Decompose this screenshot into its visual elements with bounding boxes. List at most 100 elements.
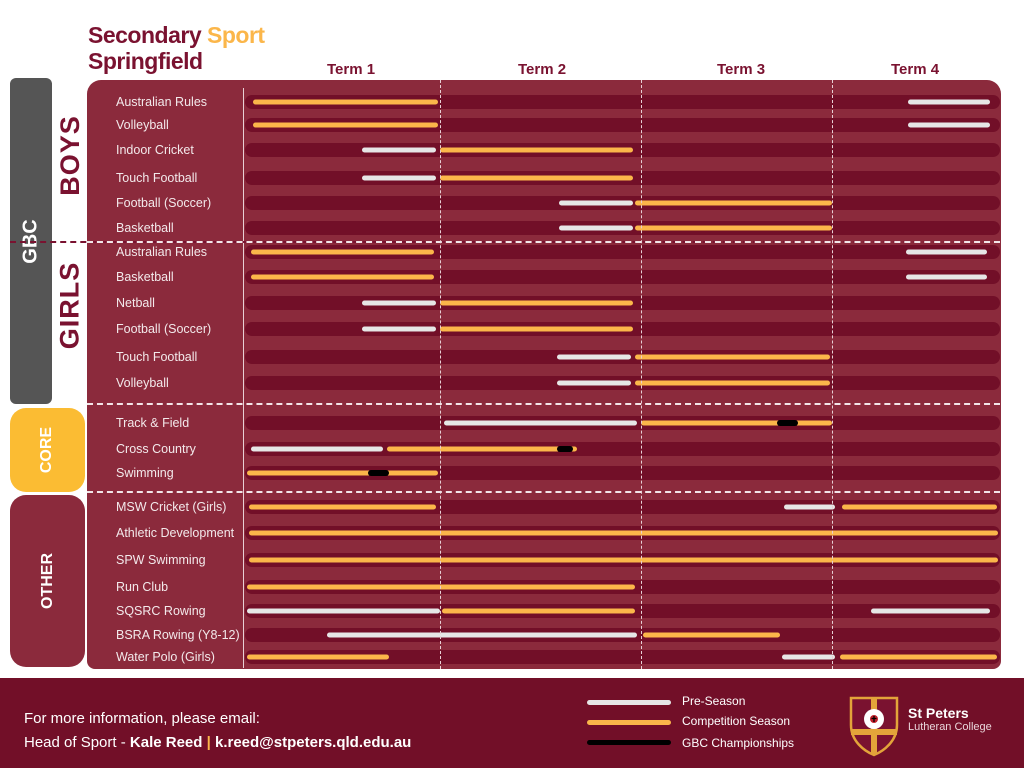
championships-bar [776, 420, 798, 426]
competition-bar [641, 420, 832, 426]
row-track [245, 500, 1000, 514]
row-label: Basketball [116, 270, 174, 284]
row-track [245, 650, 1000, 664]
pre-bar [870, 608, 990, 614]
competition-bar [250, 249, 435, 255]
championships-bar [556, 446, 573, 452]
row-label: Netball [116, 296, 155, 310]
section-separator [87, 403, 1000, 405]
term-3-label: Term 3 [716, 61, 766, 78]
competition-bar [840, 654, 997, 660]
competition-bar [248, 504, 437, 510]
competition-bar [248, 557, 999, 563]
row-track [245, 466, 1000, 480]
pre-bar [362, 175, 437, 181]
label-divider [243, 88, 244, 668]
term-divider [641, 80, 642, 669]
legend-label: Competition Season [682, 714, 791, 728]
pre-bar [556, 354, 631, 360]
pre-bar [246, 608, 440, 614]
competition-bar [440, 147, 633, 153]
competition-bar [252, 122, 439, 128]
row-label: Athletic Development [116, 526, 235, 540]
legend-label: GBC Championships [682, 736, 795, 750]
row-label: Football (Soccer) [116, 196, 212, 210]
competition-bar [642, 632, 781, 638]
row-label: BSRA Rowing (Y8-12) [116, 628, 240, 642]
competition-bar [634, 354, 831, 360]
term-2-label: Term 2 [517, 61, 567, 78]
competition-bar [842, 504, 997, 510]
section-separator [87, 241, 1000, 243]
competition-bar [248, 530, 999, 536]
row-label: MSW Cricket (Girls) [116, 500, 227, 514]
row-track [245, 442, 1000, 456]
row-label: Indoor Cricket [116, 143, 194, 157]
pre-bar [905, 274, 987, 280]
row-label: Water Polo (Girls) [116, 650, 215, 664]
competition-bar [246, 654, 390, 660]
pre-bar [782, 654, 836, 660]
pre-bar [905, 249, 987, 255]
row-label: Touch Football [116, 171, 198, 185]
term-1-label: Term 1 [326, 61, 376, 78]
college-crest-icon [849, 696, 899, 757]
row-label: Australian Rules [116, 245, 208, 259]
legend-label: Pre-Season [682, 694, 746, 708]
row-label: SQSRC Rowing [116, 604, 206, 618]
page-title: Secondary Sport Springfield [88, 22, 265, 74]
row-label: Australian Rules [116, 95, 208, 109]
pre-bar [362, 300, 437, 306]
row-track [245, 118, 1000, 132]
subgroup-girls: GIRLS [54, 261, 85, 349]
legend-swatch-competition [587, 720, 671, 725]
competition-bar [634, 200, 832, 206]
row-track [245, 270, 1000, 284]
row-label: Volleyball [116, 118, 169, 132]
row-label: Swimming [116, 466, 174, 480]
logo-subtitle: Lutheran College [908, 721, 992, 733]
email-link[interactable]: k.reed@stpeters.qld.edu.au [214, 734, 412, 751]
pre-bar [558, 225, 633, 231]
competition-bar [252, 99, 439, 105]
row-label: Football (Soccer) [116, 322, 212, 336]
row-label: Track & Field [116, 416, 190, 430]
pre-bar [326, 632, 637, 638]
term-divider [440, 80, 441, 669]
row-label: SPW Swimming [116, 553, 206, 567]
pre-bar [362, 147, 437, 153]
competition-bar [387, 446, 577, 452]
subgroup-boys: BOYS [54, 114, 85, 196]
row-label: Touch Football [116, 350, 198, 364]
row-label: Volleyball [116, 376, 169, 390]
term-4-label: Term 4 [890, 61, 940, 78]
group-other: OTHER [10, 495, 85, 667]
group-core: CORE [10, 408, 85, 492]
row-track [245, 95, 1000, 109]
legend-swatch-pre-season [587, 700, 671, 705]
pre-bar [907, 122, 990, 128]
competition-bar [634, 225, 832, 231]
competition-bar [442, 608, 635, 614]
row-label: Run Club [116, 580, 169, 594]
footer: For more information, please email: Head… [0, 678, 1024, 768]
footer-info-text: For more information, please email: [24, 710, 260, 727]
competition-bar [250, 274, 435, 280]
pre-bar [907, 99, 990, 105]
pre-bar [556, 380, 631, 386]
row-track [245, 245, 1000, 259]
competition-bar [440, 175, 633, 181]
competition-bar [634, 380, 831, 386]
footer-contact: Head of Sport - Kale Reed | k.reed@stpet… [24, 734, 412, 751]
section-separator [87, 491, 1000, 493]
pre-bar [362, 326, 437, 332]
row-label: Cross Country [116, 442, 196, 456]
logo-name: St Peters [908, 705, 969, 721]
competition-bar [246, 470, 439, 476]
row-label: Basketball [116, 221, 174, 235]
competition-bar [440, 326, 633, 332]
pre-bar [784, 504, 836, 510]
pre-bar [444, 420, 637, 426]
pre-bar [558, 200, 633, 206]
competition-bar [440, 300, 633, 306]
